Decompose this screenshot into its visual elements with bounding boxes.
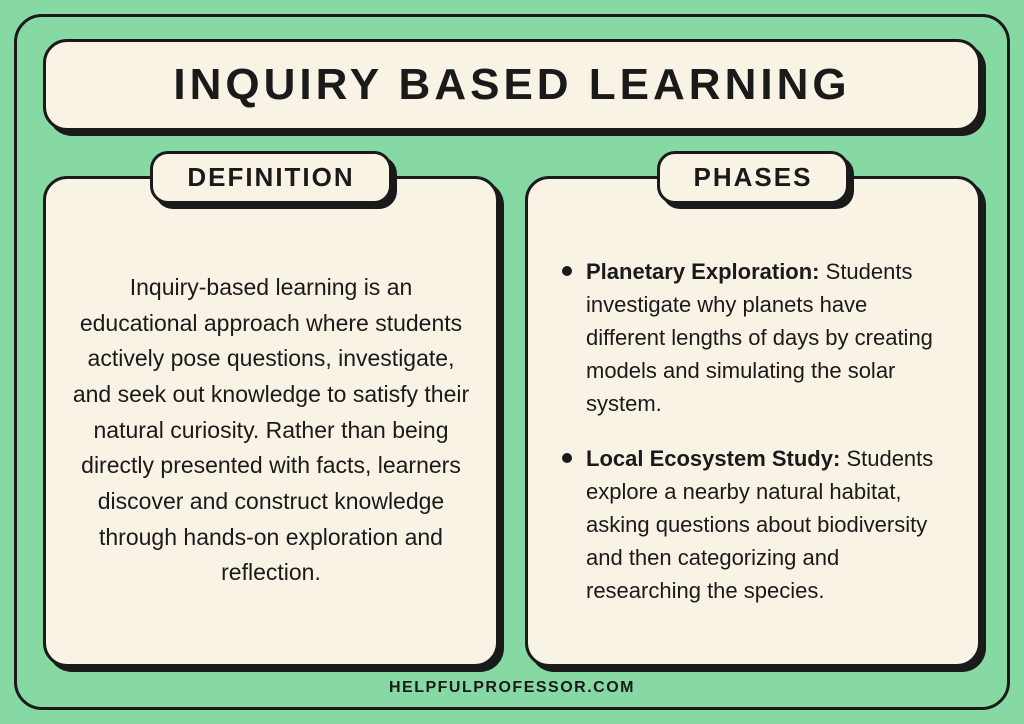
- phases-card: Planetary Exploration: Students investig…: [525, 176, 981, 667]
- phases-column: PHASES Planetary Exploration: Students i…: [525, 151, 981, 667]
- definition-label: DEFINITION: [187, 162, 354, 193]
- footer-attribution: HELPFULPROFESSOR.COM: [17, 679, 1007, 697]
- phase-title: Local Ecosystem Study:: [586, 446, 840, 471]
- phases-label: PHASES: [694, 162, 813, 193]
- definition-body: Inquiry-based learning is an educational…: [72, 270, 470, 591]
- list-item: Planetary Exploration: Students investig…: [560, 255, 952, 420]
- phases-label-pill: PHASES: [657, 151, 850, 204]
- phase-list: Planetary Exploration: Students investig…: [554, 255, 952, 607]
- phase-title: Planetary Exploration:: [586, 259, 820, 284]
- columns: DEFINITION Inquiry-based learning is an …: [43, 151, 981, 667]
- main-frame: INQUIRY BASED LEARNING DEFINITION Inquir…: [14, 14, 1010, 710]
- definition-column: DEFINITION Inquiry-based learning is an …: [43, 151, 499, 667]
- list-item: Local Ecosystem Study: Students explore …: [560, 442, 952, 607]
- definition-label-wrap: DEFINITION: [150, 151, 391, 204]
- page-title: INQUIRY BASED LEARNING: [66, 60, 958, 110]
- phases-label-wrap: PHASES: [657, 151, 850, 204]
- definition-label-pill: DEFINITION: [150, 151, 391, 204]
- definition-card: Inquiry-based learning is an educational…: [43, 176, 499, 667]
- title-card: INQUIRY BASED LEARNING: [43, 39, 981, 131]
